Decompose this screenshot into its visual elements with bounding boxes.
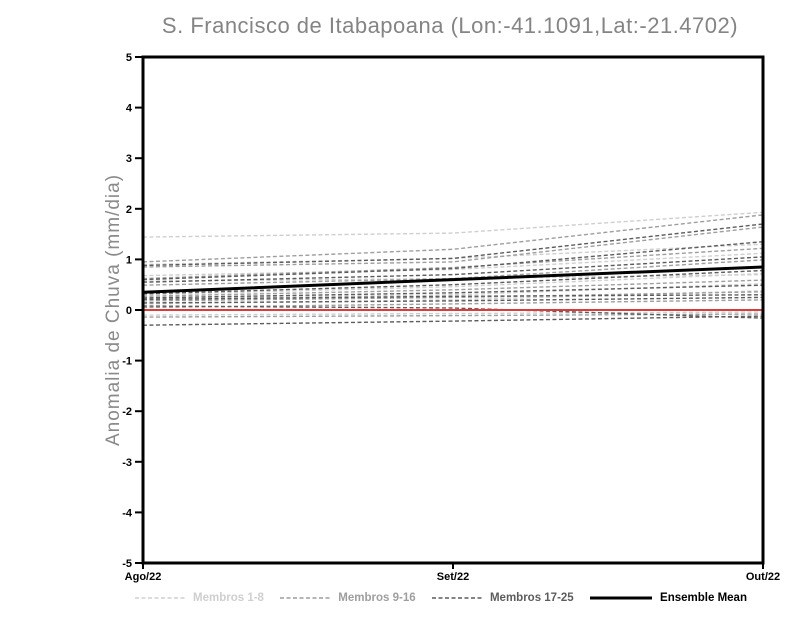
y-tick-label: 0 xyxy=(126,305,132,317)
y-tick-label: -3 xyxy=(122,457,132,469)
y-tick-label: -5 xyxy=(122,558,132,570)
legend-label: Membros 1-8 xyxy=(193,592,264,604)
y-tick-label: -1 xyxy=(122,356,132,368)
chart-title: S. Francisco de Itabapoana (Lon:-41.1091… xyxy=(161,13,739,38)
y-tick-label: -4 xyxy=(122,507,133,519)
member-line xyxy=(142,223,764,267)
member-line xyxy=(142,214,764,263)
member-line xyxy=(142,311,764,316)
legend-item: Ensemble Mean xyxy=(590,592,747,604)
member-line xyxy=(142,291,764,302)
y-tick-label: -2 xyxy=(122,406,132,418)
member-line xyxy=(142,299,764,309)
y-tick-label: 5 xyxy=(126,52,132,64)
legend: Membros 1-8 Membros 9-16 Membros 17-25 Ense… xyxy=(135,588,747,608)
member-line xyxy=(142,247,764,280)
member-line xyxy=(142,315,764,326)
member-line xyxy=(142,279,764,297)
ensemble-mean-line xyxy=(142,265,764,294)
y-tick-label: 4 xyxy=(126,103,133,115)
legend-item: Membros 17-25 xyxy=(431,592,574,604)
member-line xyxy=(142,305,764,319)
y-tick-label: 1 xyxy=(126,254,132,266)
member-line xyxy=(142,269,764,295)
x-tick-label: Out/22 xyxy=(746,571,780,583)
x-tick-label: Set/22 xyxy=(437,571,469,583)
member-line xyxy=(142,259,764,286)
member-line xyxy=(142,284,764,299)
legend-item: Membros 1-8 xyxy=(135,592,264,604)
member-line xyxy=(142,211,764,238)
legend-label: Membros 9-16 xyxy=(338,592,416,604)
legend-label: Ensemble Mean xyxy=(660,592,747,604)
legend-label: Membros 17-25 xyxy=(489,592,574,604)
legend-line-sample xyxy=(280,597,331,599)
legend-line-sample xyxy=(590,596,653,600)
member-line xyxy=(142,272,764,296)
member-line xyxy=(142,294,764,301)
legend-line-sample xyxy=(431,597,482,599)
member-line xyxy=(142,296,764,304)
member-line xyxy=(142,252,764,277)
legend-line-sample xyxy=(135,597,185,599)
y-tick-label: 2 xyxy=(126,204,132,216)
legend-item: Membros 9-16 xyxy=(280,592,416,604)
member-line xyxy=(142,256,764,283)
x-tick-label: Ago/22 xyxy=(125,571,162,583)
member-line xyxy=(142,226,764,268)
member-line xyxy=(142,243,764,266)
y-tick-label: 3 xyxy=(126,153,132,165)
